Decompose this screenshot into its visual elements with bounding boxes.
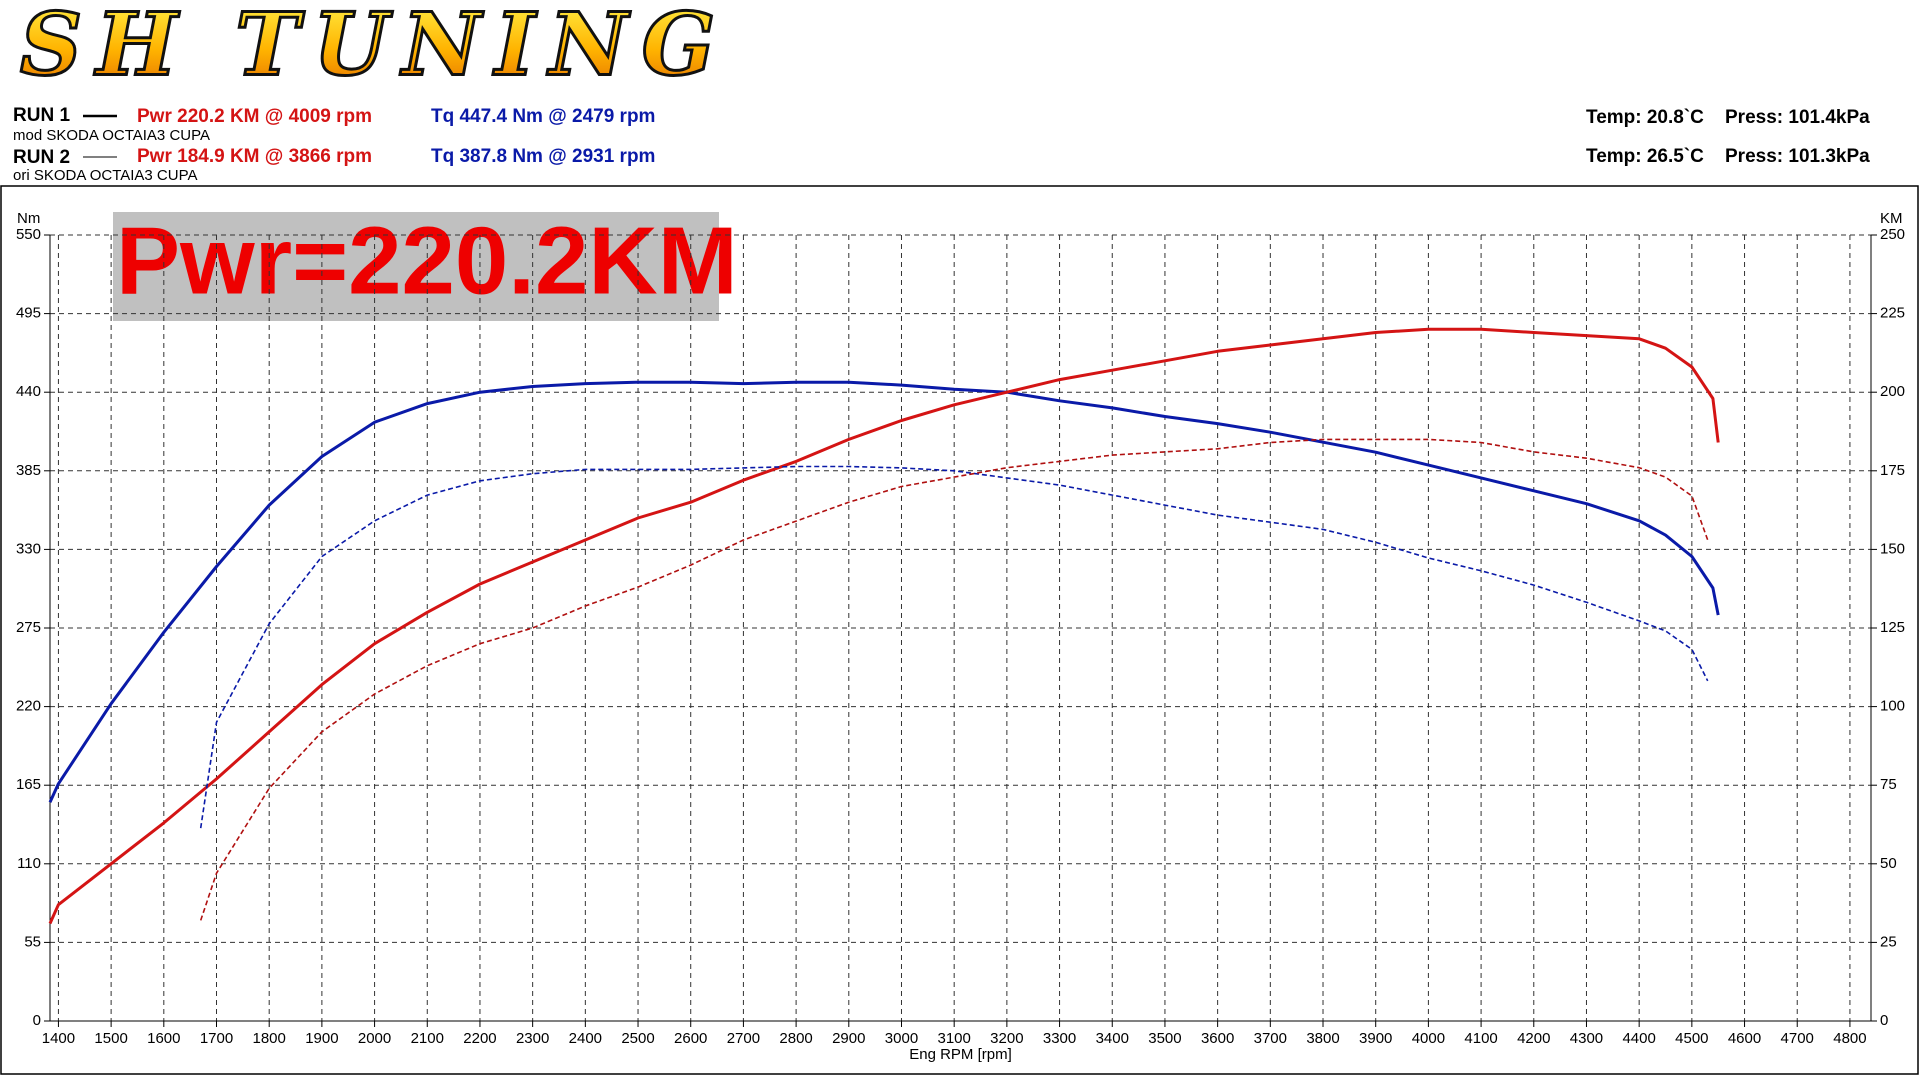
y2-tick-label: 250 (1880, 226, 1905, 243)
y-tick-label: 330 (16, 540, 41, 557)
frame (0, 185, 1919, 1075)
y-tick-label: 165 (16, 776, 41, 793)
run-power: Pwr 220.2 KM @ 4009 rpm (137, 106, 372, 127)
x-tick-label: 1500 (94, 1030, 127, 1047)
y-tick-label: 55 (24, 933, 41, 950)
y2-tick-label: 75 (1880, 776, 1897, 793)
y-tick-label: 220 (16, 698, 41, 715)
x-tick-label: 2500 (621, 1030, 654, 1047)
x-tick-label: 3600 (1201, 1030, 1234, 1047)
x-tick-label: 3400 (1096, 1030, 1129, 1047)
x-tick-label: 2700 (727, 1030, 760, 1047)
x-tick-label: 4800 (1833, 1030, 1866, 1047)
x-tick-label: 3500 (1148, 1030, 1181, 1047)
y-tick-label: 440 (16, 383, 41, 400)
run-vehicle: mod SKODA OCTAIA3 CUPA (13, 127, 210, 144)
x-tick-label: 1700 (200, 1030, 233, 1047)
x-tick-label: 3100 (937, 1030, 970, 1047)
run-power: Pwr 184.9 KM @ 3866 rpm (137, 146, 372, 167)
run-label: RUN 2 (13, 147, 70, 168)
y-tick-label: 0 (33, 1012, 41, 1029)
y2-tick-label: 150 (1880, 540, 1905, 557)
series-line (48, 327, 1720, 925)
x-tick-label: 4500 (1675, 1030, 1708, 1047)
x-tick-label: 3000 (885, 1030, 918, 1047)
run-torque: Tq 447.4 Nm @ 2479 rpm (431, 106, 655, 127)
x-tick-label: 3300 (1043, 1030, 1076, 1047)
logo: SH TUNING (20, 0, 729, 96)
y-tick-label: 385 (16, 462, 41, 479)
run-temp: Temp: 26.5`C (1586, 146, 1704, 167)
x-tick-label: 3800 (1306, 1030, 1339, 1047)
y2-tick-label: 50 (1880, 855, 1897, 872)
run-press: Press: 101.4kPa (1725, 107, 1870, 128)
x-tick-label: 1800 (253, 1030, 286, 1047)
y2-tick-label: 100 (1880, 698, 1905, 715)
series-line (48, 380, 1720, 803)
annotation: Pwr=220.2KM (116, 207, 738, 314)
x-tick-label: 4000 (1412, 1030, 1445, 1047)
y2-tick-label: 125 (1880, 619, 1905, 636)
x-tick-label: 3200 (990, 1030, 1023, 1047)
x-tick-label: 4700 (1781, 1030, 1814, 1047)
run-torque: Tq 387.8 Nm @ 2931 rpm (431, 146, 655, 167)
x-tick-label: 4200 (1517, 1030, 1550, 1047)
x-tick-label: 3900 (1359, 1030, 1392, 1047)
series-line (199, 438, 1709, 921)
x-tick-label: 2000 (358, 1030, 391, 1047)
x-tick-label: 1400 (42, 1030, 75, 1047)
y2-tick-label: 25 (1880, 933, 1897, 950)
y2-axis-label: KM (1880, 210, 1903, 227)
x-tick-label: 2400 (569, 1030, 602, 1047)
x-tick-label: 2800 (779, 1030, 812, 1047)
y-tick-label: 550 (16, 226, 41, 243)
annotation-box (113, 212, 719, 321)
y2-tick-label: 175 (1880, 462, 1905, 479)
x-tick-label: 4400 (1622, 1030, 1655, 1047)
x-tick-label: 3700 (1254, 1030, 1287, 1047)
run-press: Press: 101.3kPa (1725, 146, 1870, 167)
x-tick-label: 2600 (674, 1030, 707, 1047)
y2-tick-label: 200 (1880, 383, 1905, 400)
y2-tick-label: 0 (1880, 1012, 1888, 1029)
x-tick-label: 4100 (1464, 1030, 1497, 1047)
y-tick-label: 110 (17, 855, 41, 872)
y-axis-label: Nm (17, 210, 40, 227)
run-label: RUN 1 (13, 105, 70, 126)
x-tick-label: 2300 (516, 1030, 549, 1047)
series-line (199, 465, 1709, 829)
x-tick-label: 2900 (832, 1030, 865, 1047)
x-tick-label: 4300 (1570, 1030, 1603, 1047)
x-tick-label: 1600 (147, 1030, 180, 1047)
y-tick-label: 275 (16, 619, 41, 636)
run-temp: Temp: 20.8`C (1586, 107, 1704, 128)
x-tick-label: 2200 (463, 1030, 496, 1047)
y2-tick-label: 225 (1880, 305, 1905, 322)
x-tick-label: 1900 (305, 1030, 338, 1047)
plot-area: Pwr=220.2KM 0 55 110 165 220 275 330 385 440 495 55… (16, 207, 1905, 1063)
run-vehicle: ori SKODA OCTAIA3 CUPA (13, 167, 198, 184)
y-tick-label: 495 (16, 305, 41, 322)
x-tick-label: 2100 (411, 1030, 444, 1047)
x-axis-label: Eng RPM [rpm] (909, 1046, 1012, 1063)
x-tick-label: 4600 (1728, 1030, 1761, 1047)
